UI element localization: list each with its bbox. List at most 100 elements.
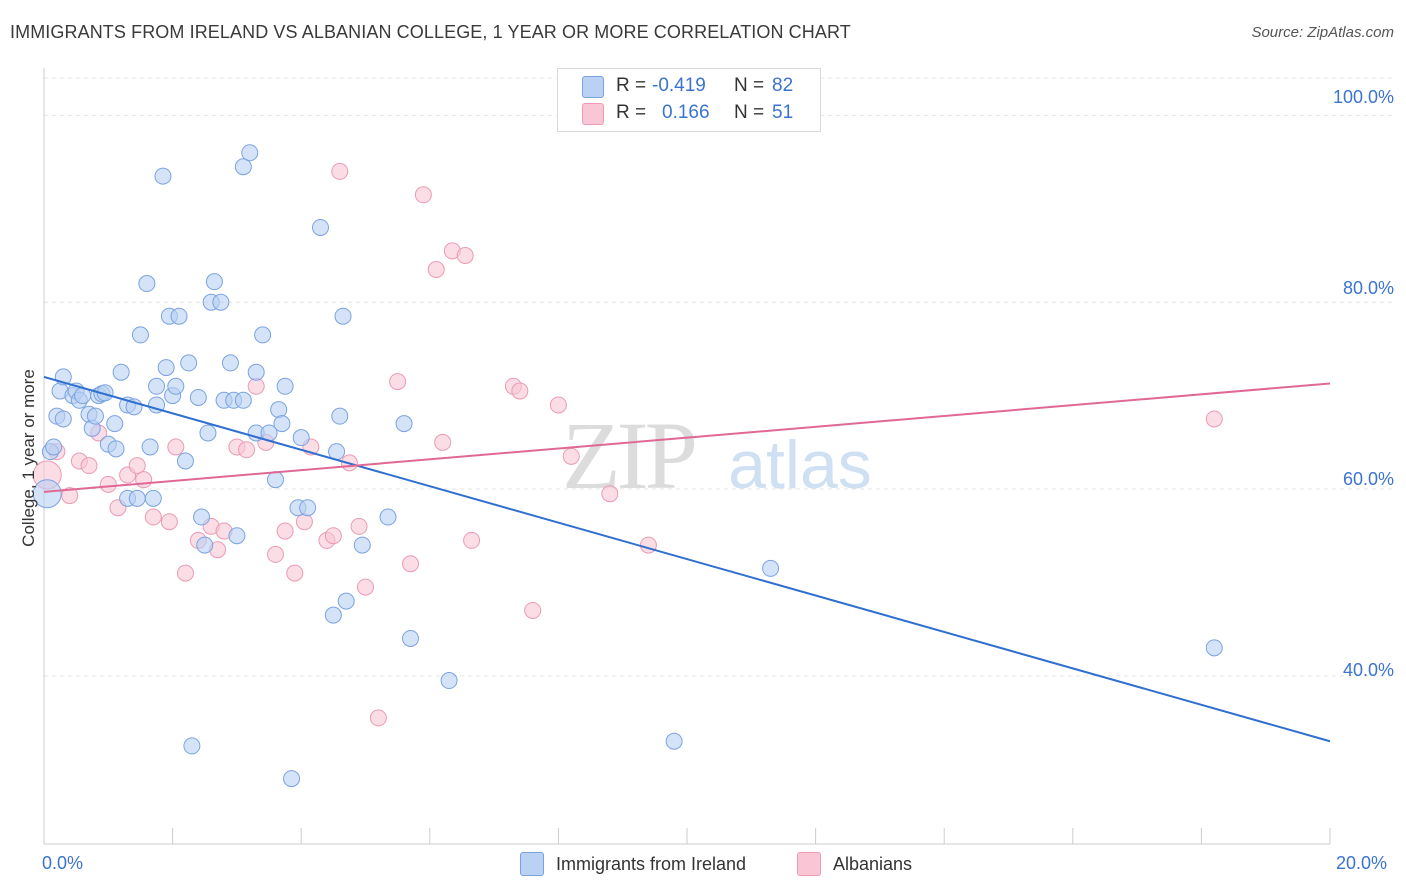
data-point xyxy=(80,457,98,475)
data-point xyxy=(199,424,217,442)
data-point xyxy=(193,508,211,526)
data-point xyxy=(160,513,178,531)
data-point xyxy=(167,377,185,395)
data-point xyxy=(157,359,175,377)
data-point xyxy=(762,559,780,577)
source-label: Source: ZipAtlas.com xyxy=(1251,24,1394,41)
data-point xyxy=(228,527,246,545)
data-point xyxy=(176,564,194,582)
legend-r-label-2: R = xyxy=(616,102,647,123)
data-point xyxy=(463,531,481,549)
data-point xyxy=(324,527,342,545)
data-point xyxy=(148,377,166,395)
legend-label-albanians: Albanians xyxy=(833,853,913,874)
data-point xyxy=(45,438,63,456)
series-immigrants-from-ireland xyxy=(32,144,1223,788)
data-point xyxy=(402,629,420,647)
data-point xyxy=(107,440,125,458)
data-point xyxy=(456,246,474,264)
data-point xyxy=(350,517,368,535)
data-point xyxy=(254,326,272,344)
legend-n-value-2: 51 xyxy=(772,102,794,123)
data-point xyxy=(167,438,185,456)
data-point xyxy=(128,489,146,507)
data-point xyxy=(270,401,288,419)
data-point xyxy=(334,307,352,325)
watermark: ZIP atlas xyxy=(562,402,872,509)
data-point xyxy=(144,508,162,526)
data-point xyxy=(128,457,146,475)
watermark-zip: ZIP xyxy=(562,402,695,509)
data-point xyxy=(86,407,104,425)
watermark-atlas: atlas xyxy=(728,427,872,503)
data-point xyxy=(665,732,683,750)
y-tick-label-80: 80.0% xyxy=(1342,278,1394,298)
data-point xyxy=(131,326,149,344)
legend-n-label-1: N = xyxy=(734,75,765,96)
data-point xyxy=(141,438,159,456)
data-point xyxy=(395,415,413,433)
data-point xyxy=(427,261,445,278)
data-point xyxy=(299,499,317,517)
data-point xyxy=(196,536,214,554)
data-point xyxy=(61,487,79,505)
legend-swatch-ireland xyxy=(520,852,544,876)
data-point xyxy=(562,447,580,465)
legend-swatch-blue xyxy=(582,76,604,98)
data-point xyxy=(389,373,407,391)
data-point xyxy=(324,606,342,624)
data-point xyxy=(135,471,153,489)
data-point xyxy=(106,415,124,433)
legend-swatch-albanians xyxy=(797,852,821,876)
data-point xyxy=(144,489,162,507)
legend-r-label-1: R = xyxy=(616,75,647,96)
data-point xyxy=(154,167,172,185)
y-tick-label-40: 40.0% xyxy=(1342,660,1394,680)
data-point xyxy=(311,218,329,236)
data-point xyxy=(337,592,355,610)
data-point xyxy=(369,709,387,727)
legend-n-label-2: N = xyxy=(734,102,765,123)
data-point xyxy=(99,475,117,493)
data-point xyxy=(266,471,284,489)
trend-line-ireland xyxy=(43,375,1331,743)
legend-r-value-2: 0.166 xyxy=(662,102,710,123)
trend-lines xyxy=(43,375,1331,743)
data-point xyxy=(273,415,291,433)
data-point xyxy=(170,307,188,325)
data-point xyxy=(180,354,198,372)
legend-n-value-1: 82 xyxy=(772,75,794,96)
data-point xyxy=(331,162,349,180)
data-point xyxy=(1205,410,1223,428)
legend-item-albanians: Albanians xyxy=(797,852,912,876)
legend-label-ireland: Immigrants from Ireland xyxy=(556,853,747,874)
data-point xyxy=(414,186,432,204)
chart-title: IMMIGRANTS FROM IRELAND VS ALBANIAN COLL… xyxy=(10,22,851,42)
data-point xyxy=(234,158,252,176)
data-point xyxy=(601,485,619,503)
data-point xyxy=(276,522,294,540)
data-point xyxy=(176,452,194,470)
data-point xyxy=(549,396,567,414)
legend-r-value-1: -0.419 xyxy=(652,75,706,96)
data-point xyxy=(357,578,374,596)
x-tick-label-max: 20.0% xyxy=(1336,853,1388,873)
correlation-legend: R = -0.419 N = 82 R = 0.166 N = 51 xyxy=(557,68,821,132)
data-point xyxy=(379,508,397,526)
data-point xyxy=(112,363,130,381)
data-point xyxy=(238,441,256,459)
data-point xyxy=(138,275,156,293)
legend-item-ireland: Immigrants from Ireland xyxy=(520,852,746,876)
data-point xyxy=(247,363,265,381)
data-point xyxy=(32,479,62,509)
data-point xyxy=(331,407,349,425)
data-point xyxy=(189,388,207,406)
x-tick-label-min: 0.0% xyxy=(42,853,84,873)
series-legend: Immigrants from Ireland Albanians xyxy=(0,852,1406,878)
legend-swatch-pink xyxy=(582,103,604,125)
data-point xyxy=(183,737,201,755)
trend-line-albanians xyxy=(43,382,1331,493)
data-point xyxy=(292,429,310,447)
data-point xyxy=(54,410,72,428)
